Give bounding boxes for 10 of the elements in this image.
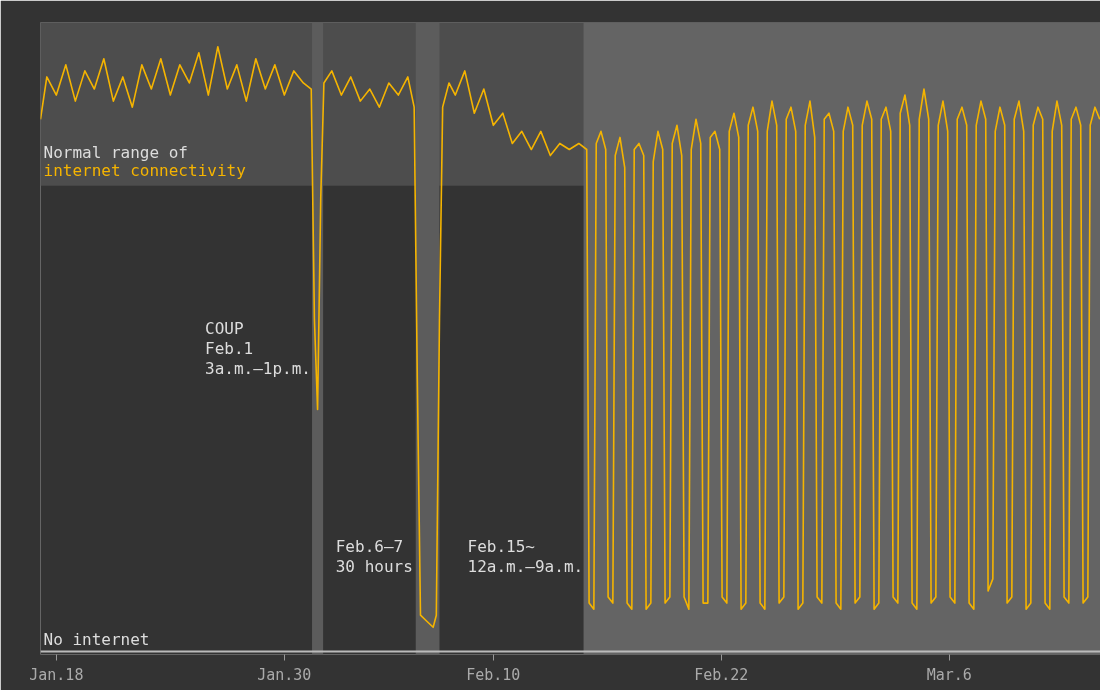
band-label: Feb.6–7 30 hours bbox=[335, 536, 413, 576]
x-tick-label: Feb.22 bbox=[694, 665, 749, 684]
band-label: Normal range of internet connectivity bbox=[43, 142, 247, 180]
x-tick-label: Feb.10 bbox=[466, 665, 521, 684]
x-tick-label: Jan.30 bbox=[257, 665, 312, 684]
ref-line-label: No internet bbox=[43, 630, 150, 650]
x-tick-label: Mar.6 bbox=[926, 665, 972, 684]
band-label: COUP Feb.1 3a.m.–1p.m. bbox=[205, 318, 311, 378]
x-tick-label: Jan.18 bbox=[29, 665, 84, 684]
band-label: Feb.15~ 12a.m.–9a.m. bbox=[467, 536, 584, 576]
